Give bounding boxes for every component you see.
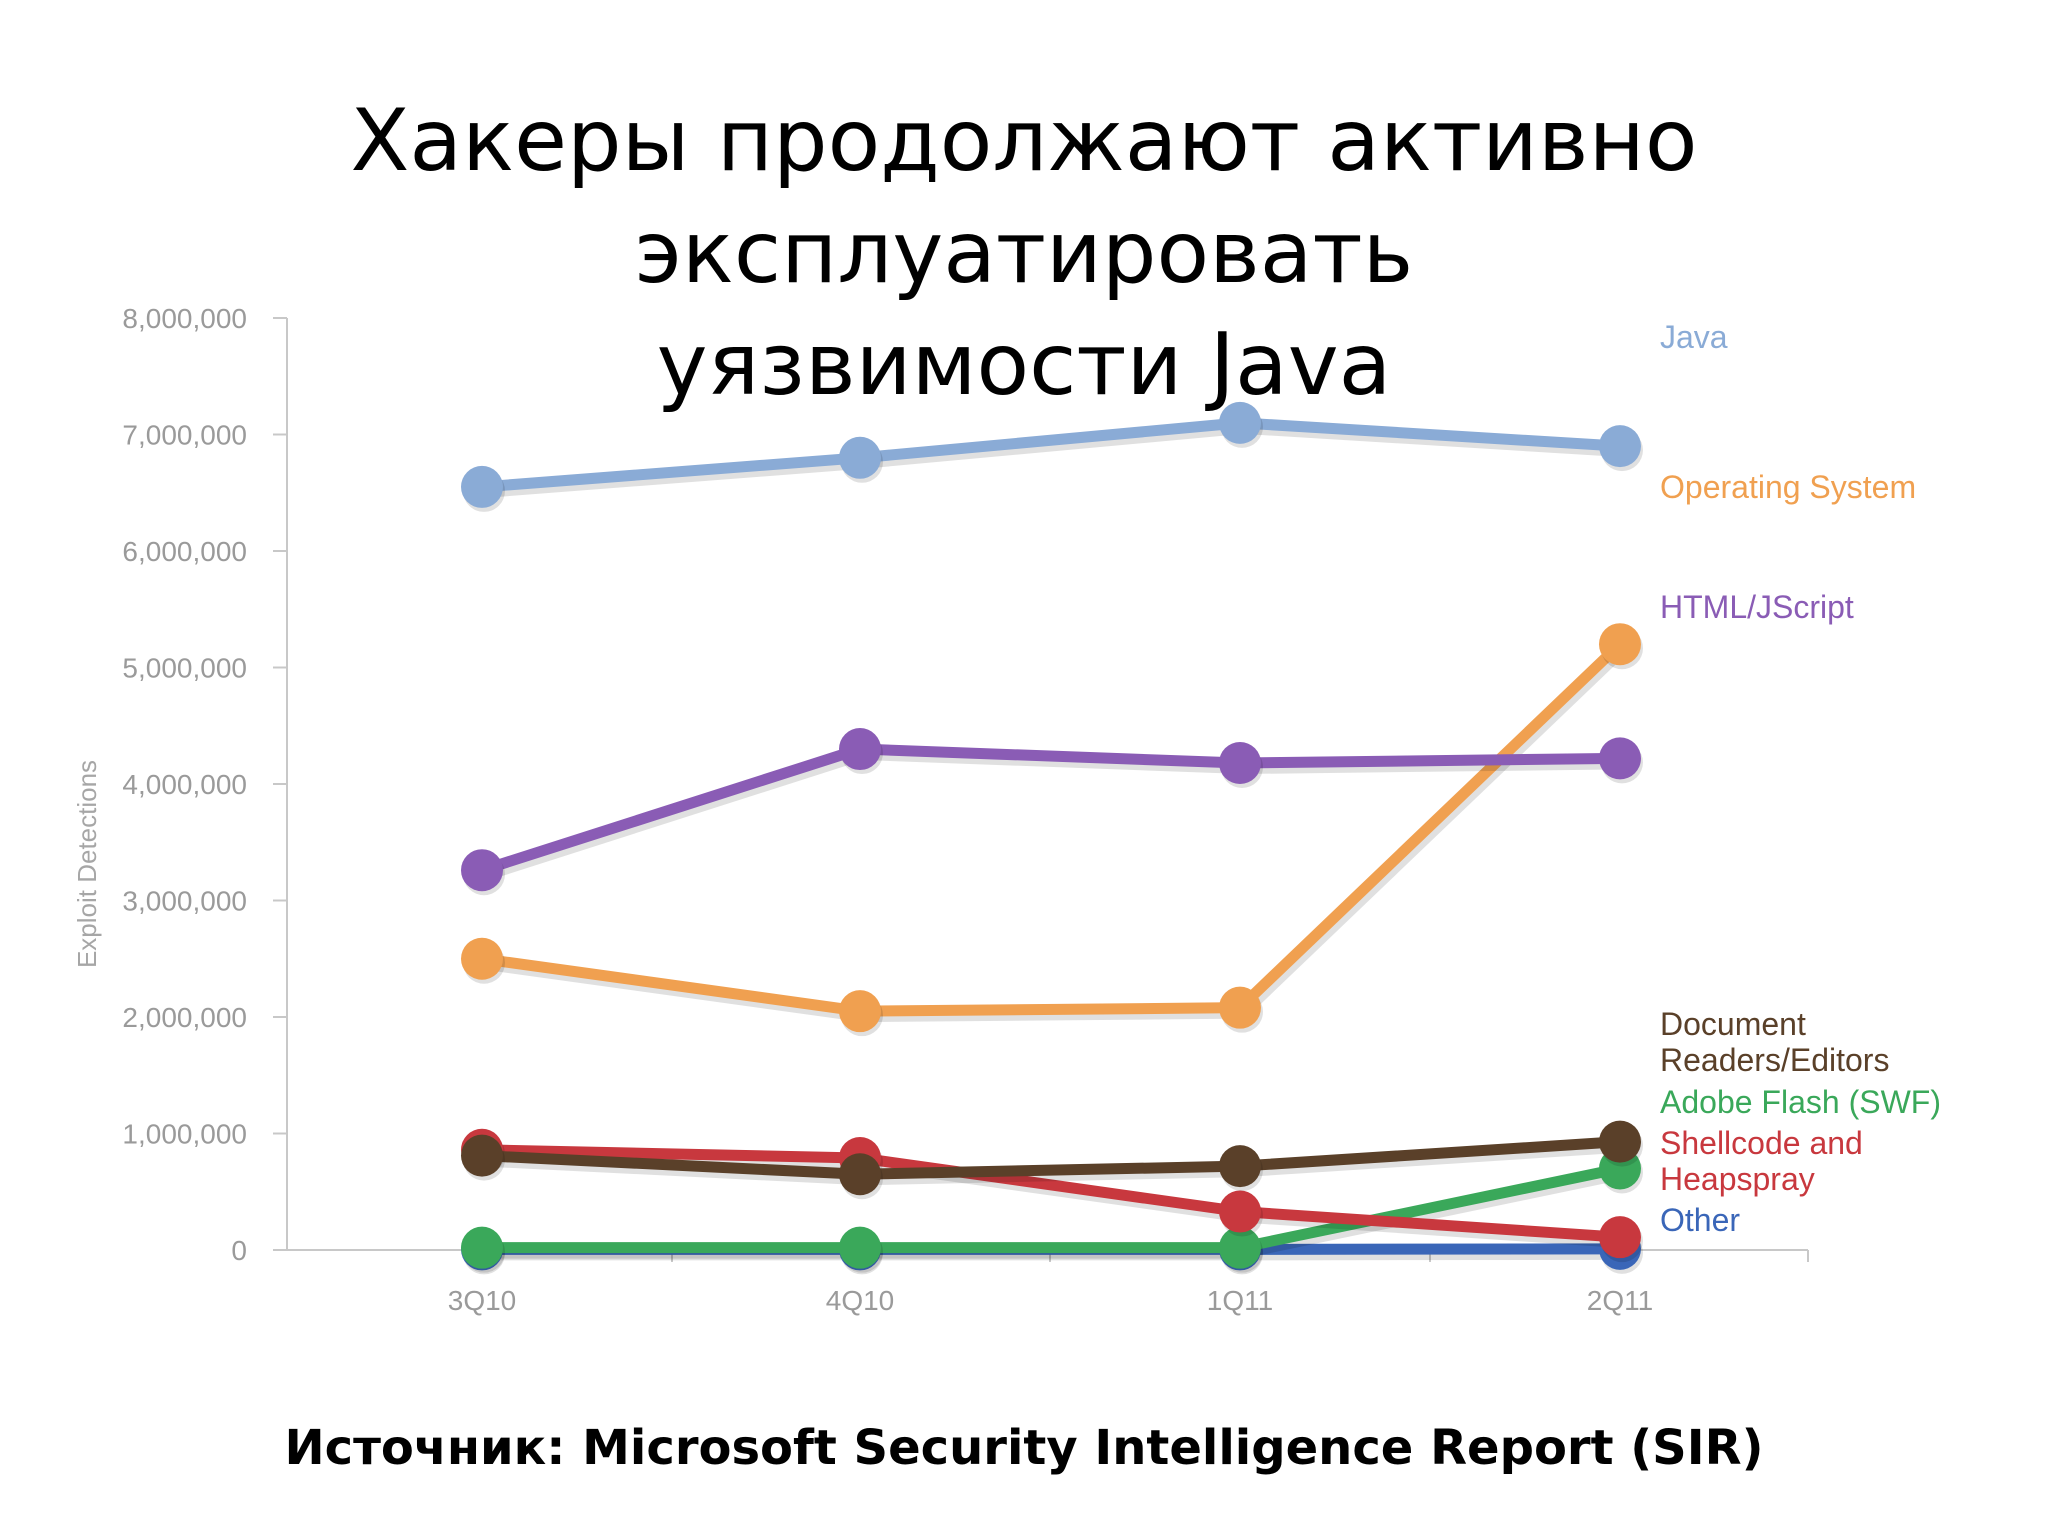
y-tick-label: 5,000,000 <box>122 653 247 684</box>
data-point-operating-system <box>1599 623 1641 666</box>
line-chart: 0 1,000,000 2,000,000 3,000,000 4,000,000 5,0… <box>0 290 2048 1360</box>
y-tick-label: 7,000,000 <box>122 420 247 451</box>
series-label-shellcode-and-heapspray: Shellcode and <box>1660 1125 1863 1161</box>
x-tick-label: 2Q11 <box>1587 1285 1653 1316</box>
y-axis-title: Exploit Detections <box>72 760 102 968</box>
series-line-java <box>476 417 1626 493</box>
data-point-html-jscript <box>1219 742 1261 785</box>
source-caption: Источник: Microsoft Security Intelligenc… <box>284 1420 1764 1476</box>
data-point-adobe-flash-swf <box>1219 1226 1261 1269</box>
data-point-document-readers-editors <box>461 1134 503 1177</box>
series-line-shellcode-and-heapspray <box>476 1144 1626 1243</box>
y-tick-label: 3,000,000 <box>122 886 247 917</box>
y-tick-label: 8,000,000 <box>122 303 247 334</box>
data-point-document-readers-editors <box>839 1153 881 1196</box>
y-tick-label: 1,000,000 <box>122 1119 247 1150</box>
data-point-java <box>839 436 881 479</box>
x-tick-label: 4Q10 <box>826 1285 895 1316</box>
data-point-html-jscript <box>461 849 503 892</box>
slide-title-line-2: уязвимости Java <box>656 315 1392 415</box>
series-line-document-readers-editors <box>476 1136 1626 1180</box>
data-point-java <box>1599 425 1641 468</box>
series-shadow-operating-system <box>479 643 1629 1023</box>
data-point-java <box>1219 401 1261 444</box>
data-point-java <box>461 465 503 508</box>
y-tick-label: 6,000,000 <box>122 536 247 567</box>
series-label-java: Java <box>1660 319 1728 355</box>
series-line-operating-system <box>476 638 1626 1017</box>
x-tick-label: 1Q11 <box>1207 1285 1273 1316</box>
data-point-operating-system <box>1219 986 1261 1029</box>
data-point-adobe-flash-swf <box>839 1226 881 1269</box>
line-chart-svg: 0 1,000,000 2,000,000 3,000,000 4,000,000 5,0… <box>72 303 1941 1316</box>
series-label-shellcode-and-heapspray: Heapspray <box>1660 1161 1815 1197</box>
data-point-shellcode-and-heapspray <box>1219 1190 1261 1233</box>
data-point-adobe-flash-swf <box>461 1226 503 1269</box>
data-point-operating-system <box>461 937 503 980</box>
series-label-document-readers-editors: Document <box>1660 1006 1806 1042</box>
data-point-html-jscript <box>839 728 881 771</box>
y-tick-label: 4,000,000 <box>122 769 247 800</box>
data-point-shellcode-and-heapspray <box>1599 1216 1641 1259</box>
series-label-adobe-flash-swf: Adobe Flash (SWF) <box>1660 1084 1941 1120</box>
series-label-operating-system: Operating System <box>1660 469 1916 505</box>
data-point-document-readers-editors <box>1599 1120 1641 1163</box>
x-tick-label: 3Q10 <box>448 1285 517 1316</box>
data-point-html-jscript <box>1599 737 1641 780</box>
series-line-adobe-flash-swf <box>476 1162 1626 1254</box>
data-point-operating-system <box>839 990 881 1033</box>
series-label-other: Other <box>1660 1202 1740 1238</box>
y-tick-label: 2,000,000 <box>122 1002 247 1033</box>
series-line-html-jscript <box>476 743 1626 876</box>
y-tick-label: 0 <box>231 1235 247 1266</box>
series-label-document-readers-editors: Readers/Editors <box>1660 1042 1889 1078</box>
data-point-document-readers-editors <box>1219 1145 1261 1188</box>
slide-title: Хакеры продолжают активно эксплуатироват… <box>0 85 2048 421</box>
slide-title-line-1: Хакеры продолжают активно эксплуатироват… <box>350 91 1698 303</box>
series-label-html-jscript: HTML/JScript <box>1660 589 1854 625</box>
